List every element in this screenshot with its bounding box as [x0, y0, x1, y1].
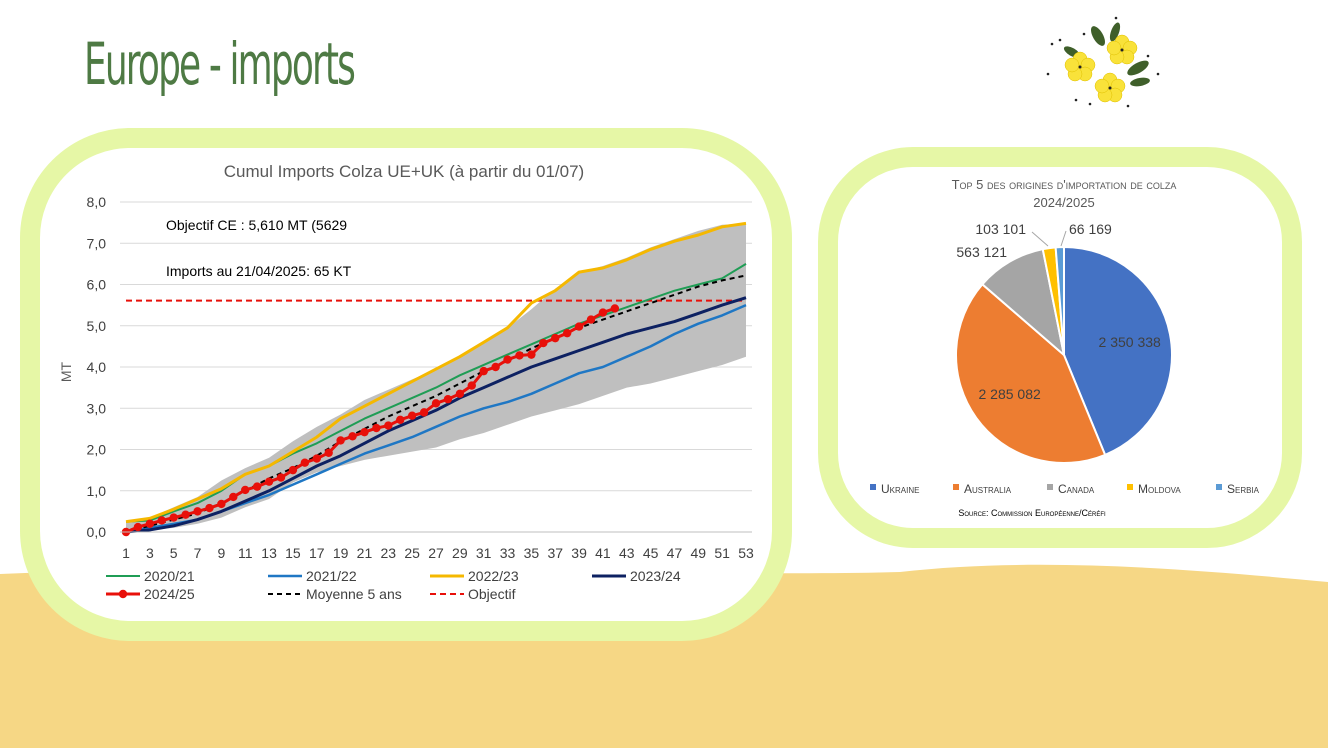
pie-chart-card [818, 147, 1302, 548]
page-title: Europe - imports [84, 30, 356, 98]
line-chart-card [20, 128, 792, 641]
flower-decoration [1046, 16, 1160, 108]
